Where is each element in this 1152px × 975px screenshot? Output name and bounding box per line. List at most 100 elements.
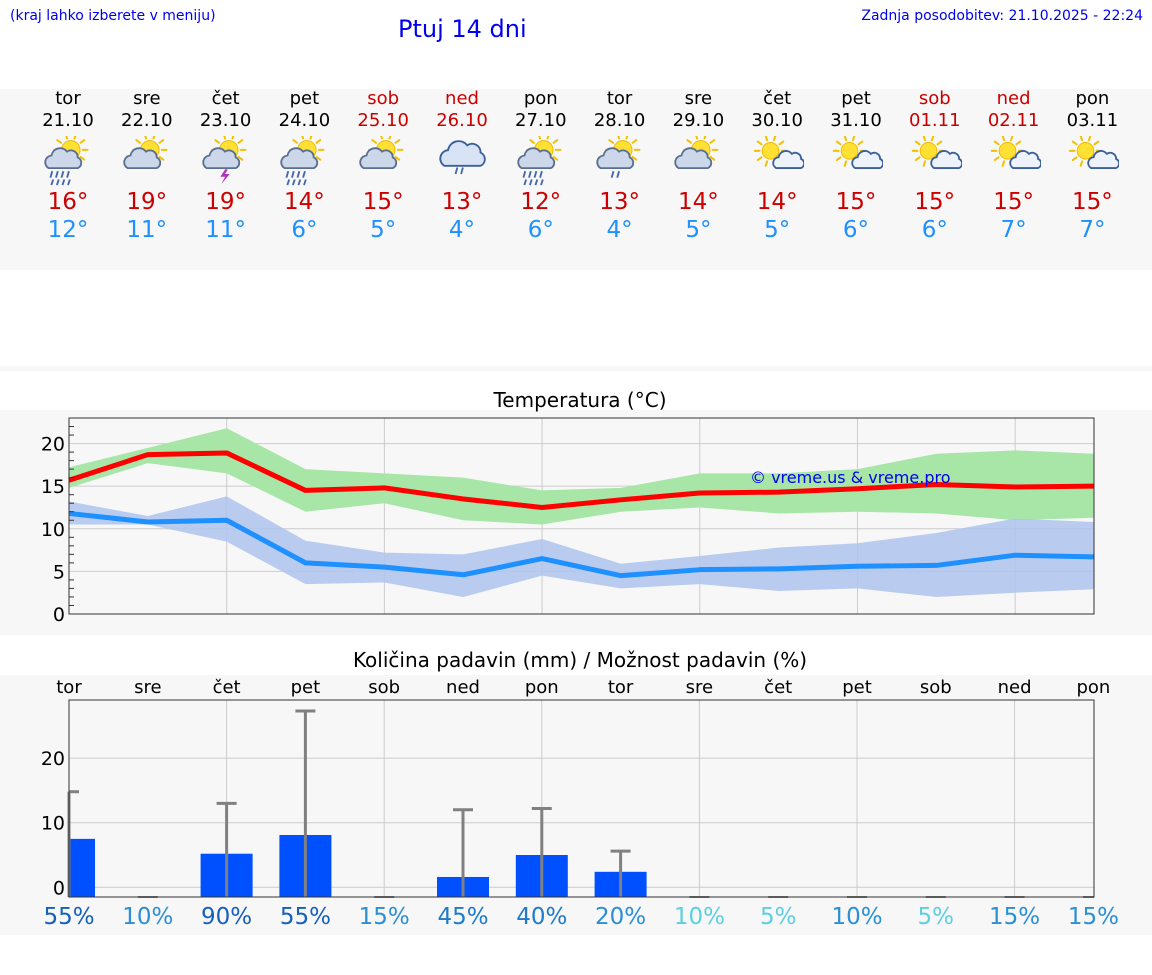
- temp-min: 6°: [921, 217, 948, 243]
- y-tick-label: 5: [53, 561, 65, 583]
- temp-min: 6°: [842, 217, 870, 243]
- sun-cloud-thunder-icon: [201, 136, 247, 185]
- day-name: čet: [763, 88, 792, 109]
- day-column: tor 21.10 16° 12°: [29, 88, 107, 244]
- day-column: sre 29.10 14° 5°: [659, 88, 737, 244]
- precip-bar: [69, 838, 95, 897]
- x-tick-label: pet: [291, 677, 321, 698]
- day-name: čet: [211, 88, 240, 109]
- day-date: 01.11: [909, 110, 961, 131]
- sun-small-cloud-icon: [753, 136, 805, 169]
- day-name: tor: [55, 88, 81, 109]
- day-name: tor: [606, 88, 633, 109]
- precip-chance: 40%: [516, 904, 568, 930]
- x-tick-label: pet: [842, 677, 872, 698]
- temp-max: 12°: [520, 189, 562, 215]
- precip-chance: 15%: [989, 904, 1041, 930]
- day-name: pet: [841, 88, 871, 109]
- day-name: ned: [996, 88, 1031, 109]
- temp-min: 12°: [47, 217, 89, 243]
- y-tick-label: 20: [41, 434, 65, 456]
- day-date: 22.10: [121, 110, 173, 131]
- day-date: 25.10: [357, 110, 409, 131]
- sun-cloud-icon: [674, 136, 719, 170]
- day-name: sre: [684, 88, 713, 109]
- x-tick-label: tor: [56, 677, 82, 698]
- day-name: pon: [523, 88, 558, 109]
- day-column: pon 03.11 15° 7°: [1053, 88, 1131, 244]
- day-column: čet 30.10 14° 5°: [738, 88, 816, 244]
- day-column: ned 26.10 13° 4°: [423, 88, 501, 244]
- max-temp-range: [69, 428, 1094, 525]
- day-date: 28.10: [593, 110, 646, 131]
- y-tick-label: 0: [53, 604, 65, 626]
- temp-min: 11°: [205, 217, 246, 243]
- precip-chance: 15%: [1067, 904, 1119, 930]
- temp-max: 14°: [284, 189, 325, 215]
- day-name: sre: [133, 88, 161, 109]
- temp-min: 4°: [448, 217, 476, 243]
- precip-chance: 15%: [358, 904, 410, 930]
- temp-min: 5°: [764, 217, 791, 243]
- day-date: 31.10: [830, 110, 882, 131]
- day-column: sre 22.10 19° 11°: [108, 88, 186, 244]
- precip-chance: 55%: [279, 904, 331, 930]
- sun-cloud-rain-icon: [280, 136, 325, 186]
- sun-small-cloud-icon: [1069, 136, 1120, 169]
- temp-max: 16°: [47, 189, 89, 215]
- day-column: ned 02.11 15° 7°: [975, 88, 1053, 244]
- day-date: 02.11: [987, 110, 1040, 131]
- temp-max: 13°: [441, 189, 483, 215]
- precip-chance: 55%: [43, 904, 95, 930]
- sun-cloud-icon: [359, 136, 404, 170]
- x-tick-label: sob: [368, 677, 400, 698]
- day-name: pon: [1075, 88, 1110, 109]
- temperature-chart-title: Temperatura (°C): [493, 388, 667, 412]
- temp-min: 7°: [1079, 217, 1106, 243]
- temperature-chart: 0 5 10 15 20 © vreme.us & vreme.pro: [41, 417, 1095, 626]
- temp-max: 13°: [599, 189, 640, 215]
- day-column: čet 23.10 19° 11°: [187, 88, 265, 244]
- temp-max: 15°: [914, 189, 956, 215]
- temp-max: 15°: [1072, 189, 1113, 215]
- x-tick-label: pon: [525, 677, 559, 698]
- precip-chance: 5%: [917, 904, 955, 930]
- last-update: Zadnja posodobitev: 21.10.2025 - 22:24: [861, 8, 1143, 24]
- day-date: 27.10: [515, 110, 567, 131]
- precip-chance: 90%: [201, 904, 253, 930]
- precip-chance: 5%: [759, 904, 797, 930]
- day-name: sob: [918, 88, 951, 109]
- temp-max: 14°: [756, 189, 798, 215]
- temp-min: 6°: [527, 217, 554, 243]
- min-temp-range: [69, 496, 1094, 597]
- x-tick-label: pon: [1076, 677, 1110, 698]
- temp-max: 19°: [205, 189, 246, 215]
- temp-max: 15°: [362, 189, 404, 215]
- watermark: © vreme.us & vreme.pro: [750, 468, 951, 487]
- precip-chance: 10%: [122, 904, 174, 930]
- temp-max: 19°: [126, 189, 168, 215]
- location-hint: (kraj lahko izberete v meniju): [10, 8, 216, 24]
- x-tick-label: sre: [134, 677, 161, 698]
- y-tick-label: 10: [41, 519, 65, 541]
- plot-frame: [68, 699, 1095, 898]
- day-date: 26.10: [436, 110, 488, 131]
- y-tick-label: 20: [41, 748, 65, 770]
- day-date: 30.10: [751, 110, 803, 131]
- day-name: pet: [289, 88, 320, 109]
- day-column: tor 28.10 13° 4°: [581, 88, 659, 244]
- x-tick-label: tor: [608, 677, 634, 698]
- day-name: sob: [367, 88, 400, 109]
- temp-min: 5°: [370, 217, 397, 243]
- day-column: sob 01.11 15° 6°: [896, 88, 974, 244]
- day-date: 24.10: [278, 110, 331, 131]
- sun-cloud-rain-icon: [517, 136, 562, 186]
- day-column: pet 31.10 15° 6°: [817, 88, 895, 244]
- x-tick-label: ned: [998, 677, 1032, 698]
- temp-max: 15°: [835, 189, 877, 215]
- y-tick-label: 10: [41, 813, 65, 835]
- sun-small-cloud-icon: [832, 136, 883, 169]
- forecast-panel: [0, 89, 1152, 270]
- sun-small-cloud-icon: [990, 136, 1041, 169]
